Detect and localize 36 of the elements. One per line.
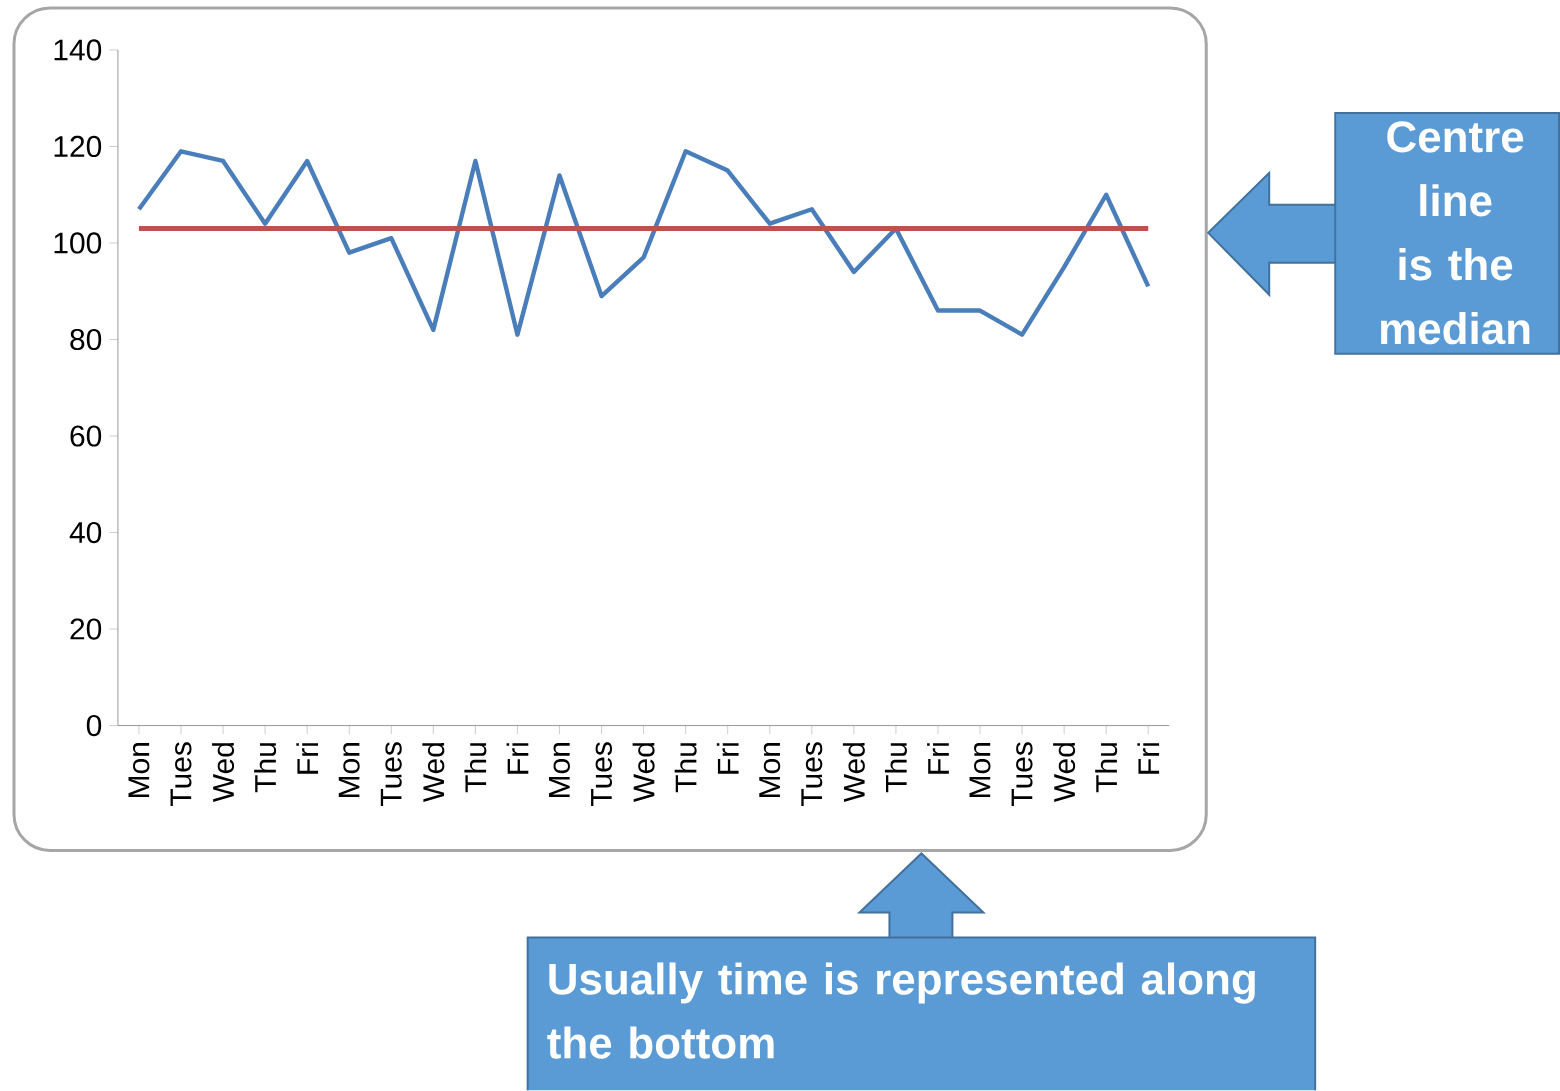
x-tick-label: Wed — [632, 742, 655, 802]
x-tick-label: Mon — [969, 742, 991, 797]
x-tick-label: Mon — [549, 742, 570, 797]
x-tick-label: Fri — [506, 743, 529, 774]
x-tick-label: Fri — [716, 743, 739, 774]
y-tick-label: 140 — [54, 39, 102, 61]
x-tick-label: Thu — [254, 743, 277, 792]
x-tick-label: Fri — [927, 743, 949, 774]
x-tick-label: Wed — [842, 742, 865, 802]
x-tick-label: Tues — [801, 742, 823, 806]
text: Centre line is the median — [1381, 121, 1530, 345]
y-tick-label: 100 — [54, 232, 102, 254]
x-tick-label: Mon — [128, 742, 150, 797]
y-tick-label: 80 — [70, 328, 102, 350]
x-tick-label: Tues — [591, 742, 612, 806]
x-tick-label: Tues — [1011, 742, 1033, 806]
x-tick-label: Fri — [1137, 743, 1160, 774]
x-tick-label: Tues — [170, 742, 192, 806]
y-tick-label: 120 — [54, 135, 102, 157]
text: Usually time is represented along the bottom — [547, 962, 1255, 1059]
x-tick-label: Wed — [1053, 742, 1076, 802]
x-tick-label: Mon — [759, 742, 781, 797]
x-tick-label: Fri — [296, 743, 319, 774]
x-tick-label: Wed — [212, 742, 235, 802]
x-tick-label: Thu — [884, 743, 907, 792]
y-tick-label: 0 — [86, 714, 102, 736]
x-tick-label: Thu — [1095, 743, 1118, 792]
y-tick-label: 40 — [69, 521, 102, 543]
x-tick-label: Tues — [380, 742, 402, 806]
y-tick-label: 20 — [70, 618, 102, 640]
line-series — [136, 148, 1151, 337]
x-tick-label: Wed — [422, 742, 445, 802]
x-tick-label: Thu — [464, 743, 487, 792]
x-tick-label: Thu — [674, 743, 697, 792]
y-tick-label: 60 — [70, 425, 102, 447]
x-tick-label: Mon — [338, 742, 360, 797]
